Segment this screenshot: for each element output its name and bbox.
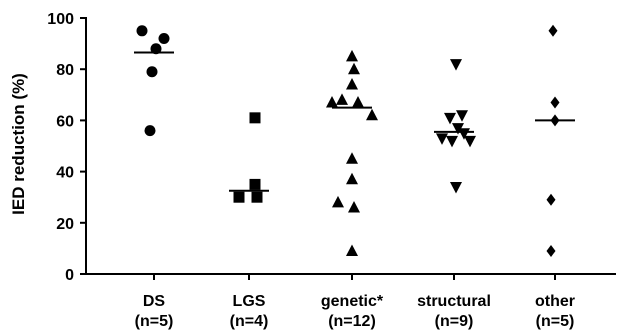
y-tick-label: 20 xyxy=(56,216,74,233)
x-category-count: (n=4) xyxy=(230,313,269,330)
data-point xyxy=(332,195,344,208)
data-point xyxy=(444,112,456,125)
data-point xyxy=(352,95,364,108)
median-lines xyxy=(134,51,575,192)
data-point xyxy=(346,152,358,164)
data-point xyxy=(346,172,358,185)
data-points xyxy=(136,24,560,257)
data-point xyxy=(233,191,245,203)
data-point xyxy=(150,43,162,55)
data-point xyxy=(446,135,458,148)
data-point xyxy=(346,244,358,256)
data-point xyxy=(348,200,360,213)
data-point xyxy=(251,191,263,203)
x-category-count: (n=5) xyxy=(135,313,174,330)
y-tick-label: 100 xyxy=(47,11,74,28)
x-category-label: genetic* xyxy=(321,293,384,310)
x-axis-categories: DS (n=5) LGS (n=4) genetic* (n=12) structural (… xyxy=(135,274,575,330)
y-axis-title: IED reduction (%) xyxy=(9,73,28,215)
data-point xyxy=(550,96,560,109)
data-point xyxy=(548,24,558,37)
x-category-label: LGS xyxy=(233,293,266,310)
data-point xyxy=(450,181,462,194)
data-point xyxy=(456,110,468,122)
data-point xyxy=(546,193,556,206)
axes xyxy=(85,17,616,275)
data-point xyxy=(452,123,464,135)
data-point xyxy=(249,178,261,190)
data-point xyxy=(436,133,448,145)
y-tick-label: 60 xyxy=(56,113,74,130)
data-point xyxy=(136,25,148,37)
x-category-label: structural xyxy=(417,293,491,310)
x-category-count: (n=5) xyxy=(536,313,575,330)
data-point xyxy=(249,112,261,124)
data-point xyxy=(146,66,158,78)
x-category-count: (n=12) xyxy=(328,313,376,330)
data-point xyxy=(346,49,358,62)
y-tick-label: 0 xyxy=(65,267,74,284)
data-point xyxy=(144,125,156,137)
x-category-count: (n=9) xyxy=(435,313,474,330)
x-category-label: DS xyxy=(143,293,166,310)
data-point xyxy=(326,95,338,108)
data-point xyxy=(336,93,348,105)
y-tick-label: 80 xyxy=(56,62,74,79)
x-category-label: other xyxy=(535,293,575,310)
data-point xyxy=(464,135,476,148)
y-tick-label: 40 xyxy=(56,165,74,182)
data-point xyxy=(158,32,170,44)
data-point xyxy=(450,59,462,71)
data-point xyxy=(348,62,360,75)
data-point xyxy=(546,244,556,257)
y-axis-ticks: 0 20 40 60 80 100 xyxy=(47,11,86,284)
data-point xyxy=(366,108,378,121)
data-point xyxy=(346,78,358,90)
